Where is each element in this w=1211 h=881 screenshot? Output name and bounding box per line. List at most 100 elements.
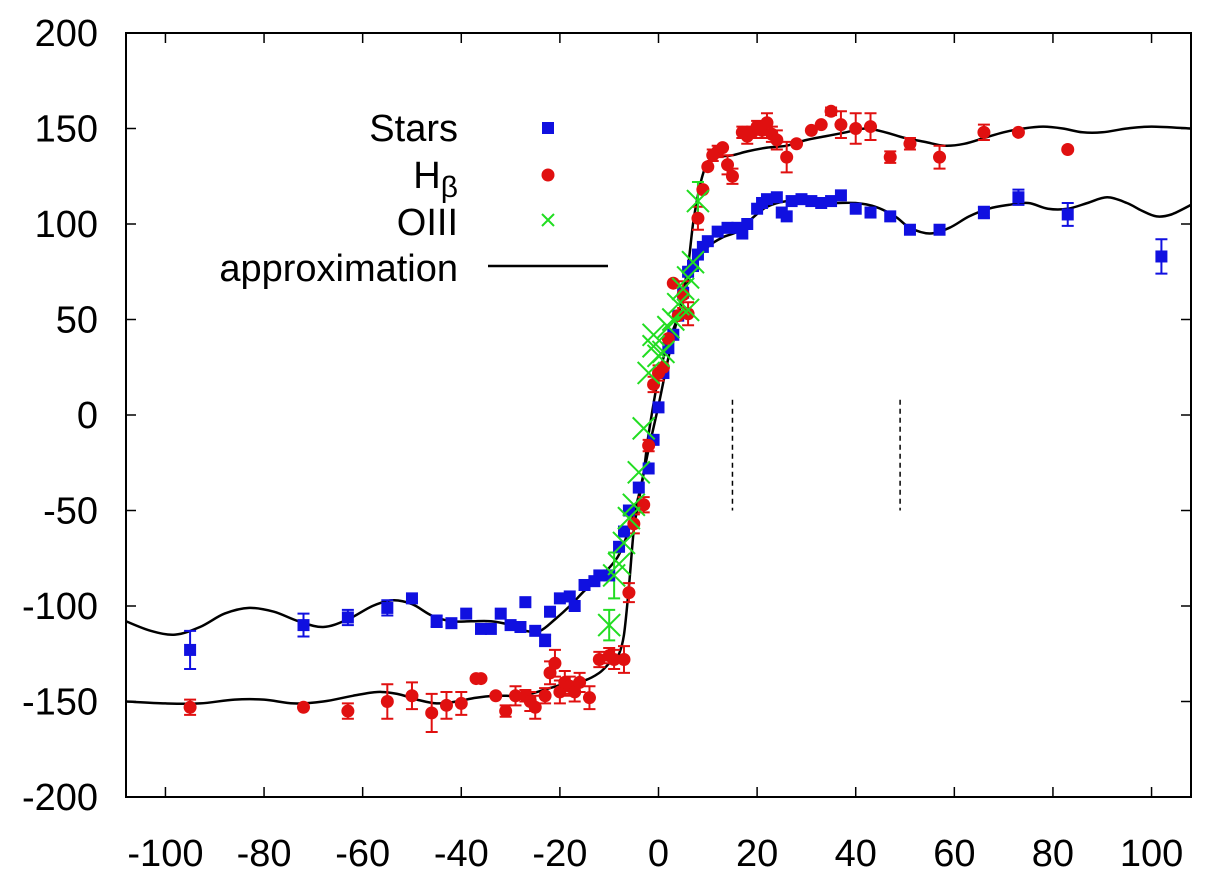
stars-point: [341, 611, 354, 624]
legend-hbeta-marker: [541, 168, 555, 182]
oiii-point: [661, 307, 685, 332]
y-tick-label: -200: [22, 777, 98, 819]
legend-oiii-label: OIII: [397, 202, 458, 244]
stars-point: [849, 202, 862, 215]
stars-point: [475, 622, 487, 635]
hbeta-point: [622, 586, 636, 600]
stars-point: [884, 210, 897, 223]
stars-point: [815, 196, 828, 209]
hbeta-point: [341, 704, 355, 718]
stars-point: [795, 193, 808, 206]
oiii-point: [627, 460, 651, 485]
stars-point: [780, 210, 793, 223]
hbeta-point: [814, 118, 828, 132]
stars-point: [933, 223, 946, 236]
stars-point: [632, 481, 645, 494]
x-tick-label: -20: [532, 833, 587, 875]
stars-point: [563, 590, 576, 603]
stars-point: [445, 617, 458, 630]
hbeta-point: [824, 104, 838, 118]
legend-hbeta-subscript: β: [441, 171, 458, 204]
hbeta-point: [691, 211, 705, 225]
stars-point: [568, 600, 581, 612]
hbeta-point: [1011, 125, 1025, 139]
hbeta-point: [405, 689, 419, 703]
hbeta-point: [701, 160, 715, 174]
y-tick-label: -50: [43, 491, 98, 533]
stars-point: [405, 592, 418, 605]
stars-point: [760, 193, 773, 206]
oiii-point: [651, 340, 676, 364]
hbeta-point: [439, 698, 453, 712]
y-tick-label: 50: [56, 300, 98, 342]
oiii-point: [632, 416, 656, 441]
stars-point: [544, 605, 557, 618]
oiii-point: [607, 552, 631, 576]
stars-point: [381, 601, 394, 614]
hbeta-point: [548, 656, 562, 670]
stars-point: [553, 592, 566, 605]
hbeta-point: [592, 652, 606, 666]
oiii-point: [676, 298, 700, 322]
hbeta-point: [297, 700, 310, 714]
hbeta-point: [760, 116, 774, 130]
stars-point: [617, 525, 630, 538]
legend-oiii-marker: [541, 213, 555, 227]
hbeta-point: [804, 123, 818, 137]
y-tick-label: 150: [35, 109, 98, 151]
stars-point: [701, 235, 714, 248]
stars-point: [519, 596, 532, 609]
stars-point: [834, 189, 847, 202]
x-tick-label: -100: [127, 833, 203, 875]
stars-point: [1155, 250, 1168, 263]
hbeta-point: [696, 183, 710, 197]
oiii-point: [602, 563, 626, 588]
hbeta-point: [1061, 143, 1075, 157]
hbeta-point: [666, 276, 680, 290]
stars-point: [529, 624, 542, 637]
hbeta-point: [790, 137, 804, 151]
stars-point: [297, 619, 310, 632]
hbeta-point: [573, 675, 587, 689]
oiii-point: [597, 613, 621, 637]
hbeta-point: [568, 685, 582, 699]
hbeta-point: [183, 700, 197, 714]
hbeta-point: [864, 120, 878, 134]
hbeta-point: [499, 704, 513, 718]
stars-point: [593, 569, 606, 582]
y-tick-label: -150: [22, 682, 98, 724]
hbeta-point: [425, 706, 439, 720]
legend-stars-marker: [542, 122, 554, 134]
hbeta-point: [543, 666, 557, 680]
stars-point: [977, 206, 990, 219]
oiii-point: [681, 250, 705, 274]
legend-hbeta-label: Hβ: [413, 155, 458, 204]
hbeta-point: [883, 150, 897, 164]
stars-point: [504, 619, 517, 632]
x-tick-label: 60: [933, 833, 975, 875]
y-tick-label: 100: [35, 204, 98, 246]
x-tick-label: -40: [434, 833, 489, 875]
legend-stars-label: Stars: [369, 108, 458, 150]
hbeta-point: [637, 498, 651, 512]
stars-point: [770, 191, 783, 204]
x-tick-label: 0: [648, 833, 669, 875]
hbeta-point: [642, 439, 656, 453]
oiii-point: [622, 493, 646, 517]
stars-point: [578, 578, 591, 591]
oiii-point: [612, 531, 636, 555]
hbeta-point: [725, 169, 739, 183]
stars-point: [484, 622, 497, 635]
annotation-layer: [731, 399, 901, 511]
x-tick-label: -80: [237, 833, 292, 875]
hbeta-point: [977, 125, 991, 139]
oiii-point: [656, 315, 681, 339]
legend-approximation-label: approximation: [219, 248, 458, 290]
hbeta-point: [933, 150, 947, 164]
stars-point: [864, 206, 877, 219]
legend-hbeta-main: H: [413, 155, 440, 197]
x-tick-label: 20: [736, 833, 778, 875]
stars-point: [430, 615, 443, 628]
stars-point: [825, 195, 838, 208]
